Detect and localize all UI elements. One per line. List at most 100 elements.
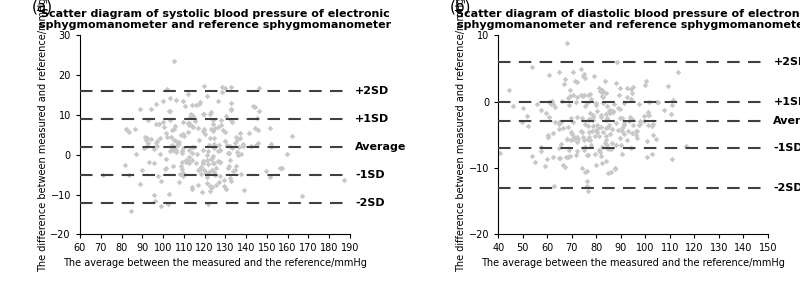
Point <box>602 109 615 114</box>
Point <box>603 111 616 116</box>
Point <box>187 114 200 118</box>
Point <box>189 119 202 123</box>
Point <box>207 122 220 126</box>
Point <box>208 161 221 166</box>
Point <box>188 145 201 150</box>
Point <box>624 97 637 102</box>
Point <box>565 137 578 142</box>
Point <box>193 167 206 172</box>
Point <box>202 143 215 148</box>
Point <box>574 93 587 98</box>
Point <box>264 174 277 179</box>
Point <box>200 158 213 163</box>
Point <box>610 120 622 125</box>
Point <box>176 98 189 103</box>
Point <box>566 69 579 74</box>
Point <box>601 116 614 120</box>
Point <box>602 125 614 130</box>
Point <box>626 130 638 135</box>
Point <box>556 98 569 103</box>
Point <box>657 108 670 113</box>
Point <box>581 169 594 173</box>
Point <box>161 134 174 139</box>
Point <box>182 159 194 163</box>
Point <box>614 116 627 120</box>
Point <box>253 109 266 114</box>
Point <box>204 126 217 131</box>
Point <box>583 110 596 115</box>
Point <box>162 201 174 206</box>
Point <box>151 174 164 179</box>
Point <box>516 120 529 125</box>
Point <box>148 161 161 165</box>
Point <box>167 127 180 132</box>
Point <box>190 103 202 108</box>
Point <box>208 126 221 130</box>
Point <box>552 156 565 161</box>
Point <box>191 125 204 130</box>
Point <box>646 124 658 128</box>
Point <box>575 116 588 121</box>
Point <box>613 92 626 97</box>
Point <box>210 165 222 170</box>
Point <box>571 115 584 120</box>
Point <box>230 150 243 155</box>
Point <box>173 139 186 144</box>
Point <box>541 157 554 161</box>
Point <box>549 120 562 124</box>
X-axis label: The average between the measured and the reference/mmHg: The average between the measured and the… <box>63 258 367 268</box>
Point <box>601 116 614 121</box>
Point <box>565 115 578 120</box>
Point <box>571 140 584 144</box>
Point <box>209 172 222 177</box>
Point <box>625 145 638 150</box>
Point <box>605 147 618 152</box>
Point <box>249 104 262 109</box>
Point <box>596 88 609 93</box>
Point <box>598 79 611 83</box>
Point <box>142 159 155 164</box>
Point <box>582 130 595 135</box>
Point <box>576 166 589 171</box>
Point <box>591 130 604 134</box>
Point <box>223 157 236 162</box>
Point <box>665 112 678 116</box>
Point <box>529 159 542 164</box>
Point <box>174 133 187 137</box>
Point <box>96 173 109 177</box>
Point <box>205 157 218 162</box>
Point <box>216 84 229 89</box>
Point <box>566 131 578 136</box>
Point <box>236 143 249 148</box>
Point <box>230 135 242 140</box>
Point <box>142 117 154 122</box>
Point <box>553 70 566 74</box>
Point <box>212 124 225 129</box>
Point <box>186 103 198 107</box>
Point <box>610 142 622 147</box>
Point <box>218 184 230 189</box>
Point <box>260 169 273 173</box>
Text: +2SD: +2SD <box>355 86 390 96</box>
Point <box>194 100 206 105</box>
Point <box>237 142 250 146</box>
Point <box>234 172 247 177</box>
Point <box>207 135 220 140</box>
Point <box>616 126 629 130</box>
Point <box>206 156 218 160</box>
Point <box>252 140 265 145</box>
Point <box>186 187 198 191</box>
Point <box>151 139 164 144</box>
Point <box>156 99 169 103</box>
Point <box>179 160 192 165</box>
Point <box>338 178 350 183</box>
Point <box>562 148 575 152</box>
Point <box>587 115 600 120</box>
Point <box>568 135 581 139</box>
Point <box>161 87 174 92</box>
Point <box>118 162 131 167</box>
Point <box>611 105 624 110</box>
Point <box>196 189 209 194</box>
Point <box>160 130 173 135</box>
Point <box>566 119 579 124</box>
